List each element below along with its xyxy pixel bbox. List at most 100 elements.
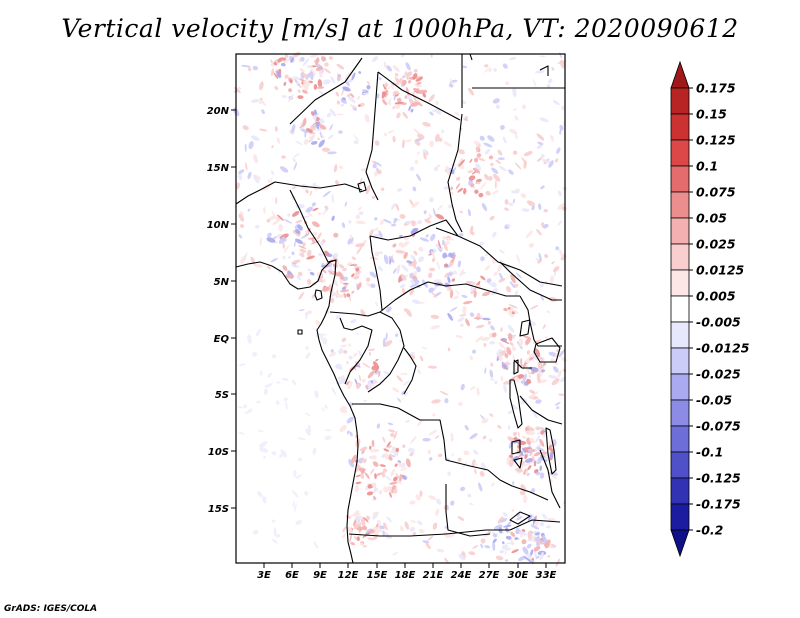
field-speckle [439,390,449,396]
field-speckle [442,252,447,259]
border-chad-car [369,219,459,241]
field-speckle [512,481,515,486]
field-speckle [372,379,377,385]
colorbar-swatch [670,217,690,245]
field-speckle [399,77,403,82]
field-speckle [345,515,352,519]
field-speckle [488,175,493,181]
field-speckle [490,362,494,367]
field-speckle [290,57,294,63]
field-speckle [503,347,508,351]
field-speckle [375,472,382,477]
colorbar-label: 0.0125 [696,263,745,278]
colorbar-label: -0.05 [696,393,732,408]
field-speckle [410,108,414,113]
field-speckle [419,355,424,362]
field-speckle [382,468,388,473]
field-speckle [327,151,337,155]
lon-label-12e: 12E [338,570,359,581]
field-speckle [267,265,271,270]
field-speckle [451,278,456,282]
field-speckle [366,491,374,496]
field-speckle [418,246,424,252]
field-speckle [539,438,545,448]
field-speckle [511,346,517,352]
field-speckle [418,528,425,534]
field-speckle [399,473,402,483]
field-speckle [258,128,268,132]
field-speckle [484,148,491,155]
field-speckle [379,489,383,495]
field-speckle [382,83,388,93]
field-speckle [514,537,519,540]
field-speckle [422,540,430,544]
field-speckle [401,474,407,480]
field-speckle [448,204,452,209]
field-speckle [422,346,427,350]
field-speckle [530,549,534,556]
field-speckle [509,56,517,61]
field-speckle [517,431,520,437]
field-speckle [300,56,305,62]
field-speckle [238,173,243,181]
field-speckle [467,170,474,174]
field-speckle [387,130,395,134]
field-speckle [536,133,545,141]
border-namibia-botswana [445,519,561,535]
colorbar-label: 0.15 [696,107,727,122]
field-speckle [410,102,420,107]
field-speckle [322,190,331,198]
field-speckle [489,215,495,221]
field-speckle [238,213,245,222]
field-speckle [282,265,288,271]
field-speckle [389,258,392,265]
field-speckle [432,522,438,530]
field-speckle [497,149,503,156]
field-speckle [392,243,397,248]
border-ssudan-east [499,261,562,301]
field-speckle [469,355,474,360]
field-speckle [517,374,525,379]
field-speckle [538,203,542,210]
field-speckle [411,220,416,227]
field-speckle [437,239,441,249]
field-speckle [455,335,464,339]
field-speckle [282,255,286,260]
field-speckle [344,71,352,80]
field-speckle [252,351,258,357]
field-speckle [293,153,300,158]
field-speckle [460,272,467,275]
field-speckle [435,508,440,516]
field-speckle [529,356,534,361]
lat-label-5n: 5N [214,277,230,288]
field-speckle [374,217,378,221]
field-speckle [510,274,516,284]
field-speckle [559,129,562,135]
field-speckle [487,530,492,535]
colorbar-swatch [670,399,690,427]
field-speckle [550,543,557,548]
field-speckle [535,426,541,431]
field-speckle [392,387,400,393]
field-speckle [346,526,353,534]
lon-label-30e: 30E [508,570,529,581]
field-speckle [346,361,349,365]
field-speckle [481,462,487,472]
field-speckle [429,140,435,148]
field-speckle [410,520,416,523]
field-speckle [487,135,495,142]
field-speckle [401,264,409,272]
field-speckle [413,128,420,135]
field-speckle [371,439,375,447]
field-speckle [416,173,422,182]
field-speckle [361,378,366,383]
field-speckle [535,257,539,261]
field-speckle [491,259,496,264]
field-speckle [356,536,360,541]
field-speckle [500,375,504,382]
field-speckle [318,118,325,124]
field-speckle [510,313,514,318]
field-speckle [328,284,333,289]
field-speckle [558,220,562,226]
